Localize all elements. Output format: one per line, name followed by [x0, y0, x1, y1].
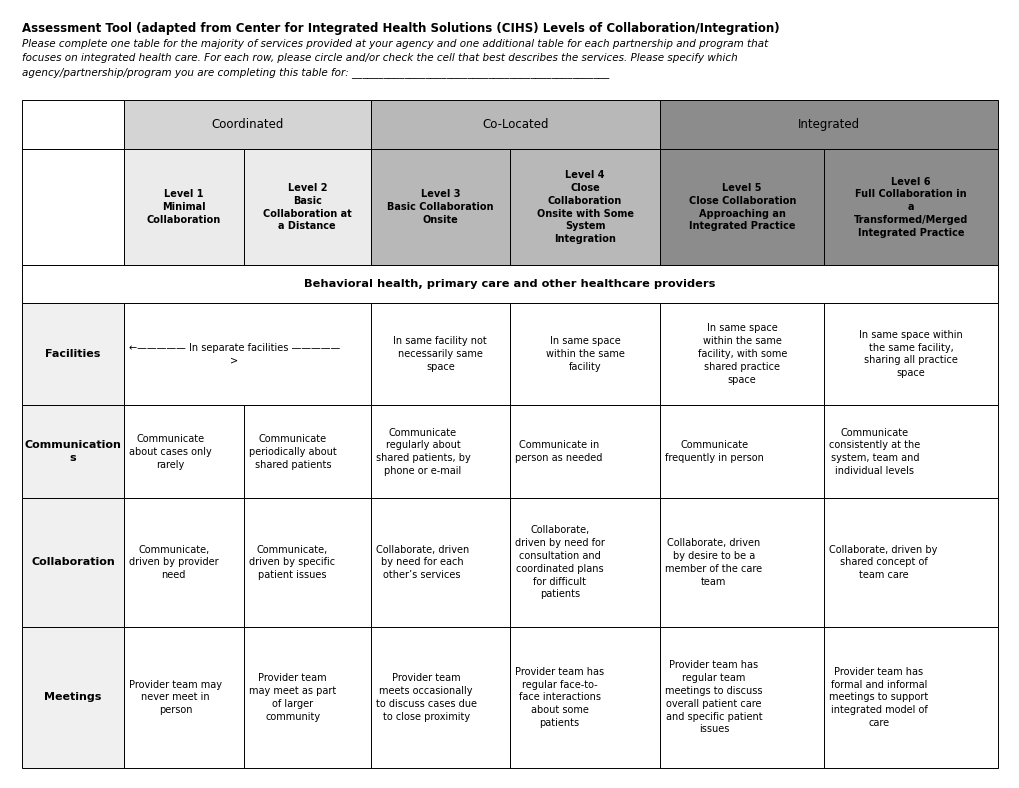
Text: Collaborate,
driven by need for
consultation and
coordinated plans
for difficult: Collaborate, driven by need for consulta…: [515, 526, 604, 600]
Text: In same space
within the same
facility, with some
shared practice
space: In same space within the same facility, …: [697, 323, 786, 385]
Text: Collaborate, driven by
shared concept of
team care: Collaborate, driven by shared concept of…: [828, 545, 936, 580]
Bar: [123, 498, 244, 627]
Text: Co-Located: Co-Located: [482, 118, 548, 131]
Text: ←————— In separate facilities —————
>: ←————— In separate facilities ————— >: [128, 343, 339, 366]
Text: Provider team has
formal and informal
meetings to support
integrated model of
ca: Provider team has formal and informal me…: [828, 667, 927, 728]
Text: Level 1
Minimal
Collaboration: Level 1 Minimal Collaboration: [147, 189, 221, 225]
Text: Collaborate, driven
by desire to be a
member of the care
team: Collaborate, driven by desire to be a me…: [664, 538, 761, 586]
Bar: [659, 303, 823, 405]
Bar: [123, 303, 370, 405]
Text: Assessment Tool (adapted from Center for Integrated Health Solutions (CIHS) Leve: Assessment Tool (adapted from Center for…: [22, 22, 779, 35]
Text: Level 6
Full Collaboration in
a
Transformed/Merged
Integrated Practice: Level 6 Full Collaboration in a Transfor…: [853, 177, 967, 238]
Bar: [22, 627, 123, 768]
Bar: [22, 265, 997, 303]
Bar: [510, 498, 659, 627]
Bar: [370, 627, 510, 768]
Bar: [370, 405, 510, 498]
Text: Provider team has
regular face-to-
face interactions
about some
patients: Provider team has regular face-to- face …: [515, 667, 603, 728]
Bar: [370, 149, 510, 265]
Text: Level 4
Close
Collaboration
Onsite with Some
System
Integration: Level 4 Close Collaboration Onsite with …: [536, 170, 633, 244]
Text: Communicate,
driven by specific
patient issues: Communicate, driven by specific patient …: [249, 545, 335, 580]
Bar: [659, 100, 997, 149]
Bar: [123, 627, 244, 768]
Text: Please complete one table for the majority of services provided at your agency a: Please complete one table for the majori…: [22, 39, 767, 49]
Text: Communication
s: Communication s: [24, 440, 121, 463]
Bar: [22, 303, 123, 405]
Bar: [510, 405, 659, 498]
Bar: [510, 149, 659, 265]
Bar: [659, 405, 823, 498]
Bar: [244, 627, 370, 768]
Bar: [22, 498, 123, 627]
Text: Collaborate, driven
by need for each
other’s services: Collaborate, driven by need for each oth…: [375, 545, 469, 580]
Text: Communicate
about cases only
rarely: Communicate about cases only rarely: [128, 434, 211, 470]
Text: Collaboration: Collaboration: [31, 557, 115, 567]
Text: Communicate
frequently in person: Communicate frequently in person: [664, 440, 763, 463]
Text: In same space within
the same facility,
sharing all practice
space: In same space within the same facility, …: [858, 330, 962, 378]
Text: Behavioral health, primary care and other healthcare providers: Behavioral health, primary care and othe…: [304, 279, 715, 289]
Bar: [823, 303, 997, 405]
Bar: [659, 149, 823, 265]
Text: Communicate
regularly about
shared patients, by
phone or e-mail: Communicate regularly about shared patie…: [375, 428, 470, 476]
Bar: [370, 498, 510, 627]
Text: In same facility not
necessarily same
space: In same facility not necessarily same sp…: [393, 336, 487, 372]
Bar: [510, 303, 659, 405]
Bar: [244, 498, 370, 627]
Bar: [510, 627, 659, 768]
Text: Facilities: Facilities: [45, 349, 101, 359]
Bar: [659, 498, 823, 627]
Bar: [123, 405, 244, 498]
Bar: [823, 149, 997, 265]
Text: Communicate
periodically about
shared patients: Communicate periodically about shared pa…: [249, 434, 336, 470]
Bar: [244, 149, 370, 265]
Text: Integrated: Integrated: [797, 118, 859, 131]
Bar: [659, 627, 823, 768]
Text: In same space
within the same
facility: In same space within the same facility: [545, 336, 624, 372]
Text: Provider team has
regular team
meetings to discuss
overall patient care
and spec: Provider team has regular team meetings …: [664, 660, 762, 734]
Bar: [244, 405, 370, 498]
Bar: [823, 498, 997, 627]
Bar: [22, 100, 123, 149]
Bar: [370, 303, 510, 405]
Text: Provider team may
never meet in
person: Provider team may never meet in person: [128, 679, 222, 716]
Text: Level 2
Basic
Collaboration at
a Distance: Level 2 Basic Collaboration at a Distanc…: [263, 183, 352, 232]
Text: focuses on integrated health care. For each row, please circle and/or check the : focuses on integrated health care. For e…: [22, 53, 737, 63]
Text: Communicate,
driven by provider
need: Communicate, driven by provider need: [128, 545, 218, 580]
Bar: [370, 100, 659, 149]
Bar: [123, 149, 244, 265]
Text: Communicate in
person as needed: Communicate in person as needed: [515, 440, 602, 463]
Text: Level 5
Close Collaboration
Approaching an
Integrated Practice: Level 5 Close Collaboration Approaching …: [688, 183, 795, 232]
Text: Communicate
consistently at the
system, team and
individual levels: Communicate consistently at the system, …: [828, 428, 919, 476]
Text: Level 3
Basic Collaboration
Onsite: Level 3 Basic Collaboration Onsite: [386, 189, 493, 225]
Bar: [823, 405, 997, 498]
Bar: [123, 100, 370, 149]
Bar: [823, 627, 997, 768]
Text: Provider team
may meet as part
of larger
community: Provider team may meet as part of larger…: [249, 673, 336, 722]
Bar: [22, 149, 123, 265]
Text: agency/partnership/program you are completing this table for: __________________: agency/partnership/program you are compl…: [22, 67, 608, 78]
Bar: [22, 405, 123, 498]
Text: Provider team
meets occasionally
to discuss cases due
to close proximity: Provider team meets occasionally to disc…: [375, 673, 476, 722]
Text: Meetings: Meetings: [44, 693, 102, 702]
Text: Coordinated: Coordinated: [211, 118, 283, 131]
